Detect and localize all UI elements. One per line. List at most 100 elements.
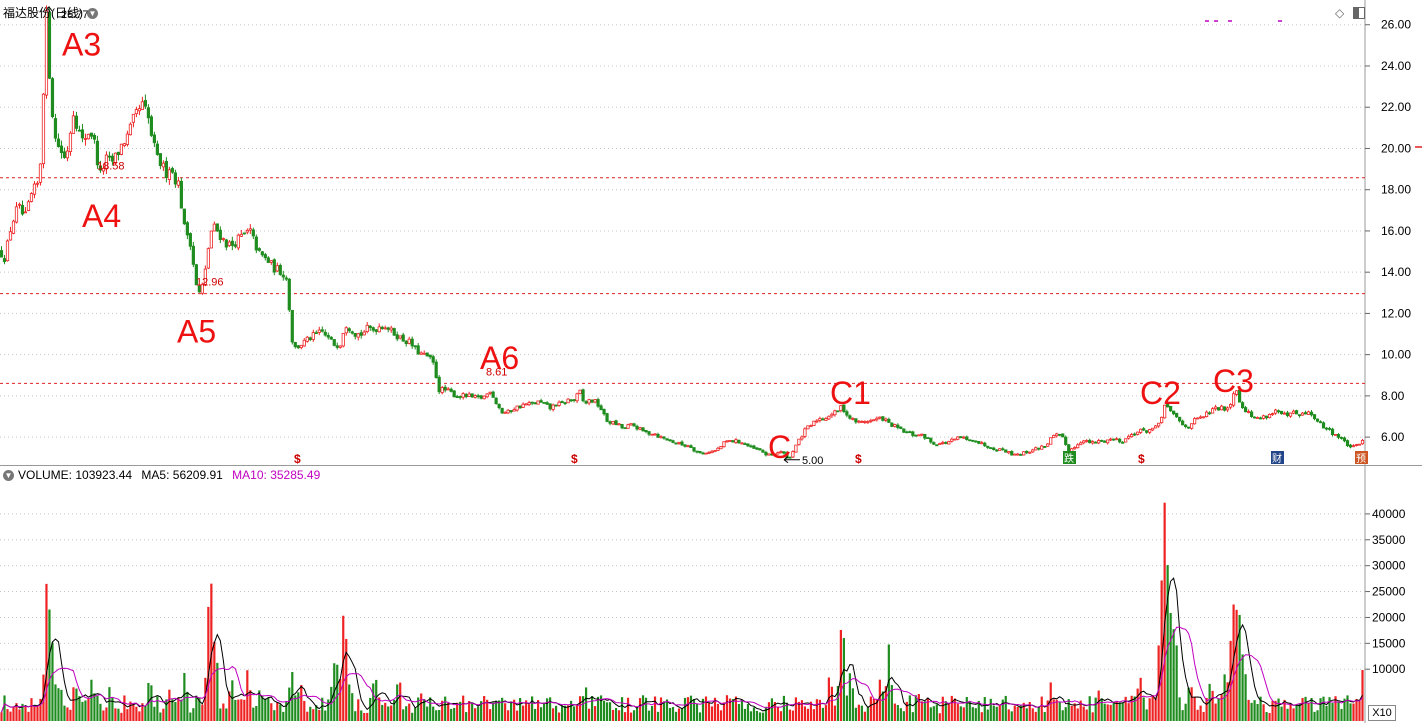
candle-body	[194, 264, 198, 286]
volume-bar	[683, 697, 687, 721]
volume-bar	[695, 703, 699, 721]
volume-bar	[599, 695, 603, 721]
volume-bar	[75, 688, 78, 721]
volume-header: ▼ VOLUME: 103923.44 MA5: 56209.91 MA10: 3…	[3, 468, 320, 482]
candle-body	[803, 428, 807, 437]
candle-body	[1261, 415, 1266, 419]
candle-body	[632, 423, 636, 427]
volume-chart[interactable]: 40000 35000 30000 25000 20000 15000 10000	[0, 466, 1422, 723]
candle-body	[1237, 389, 1242, 403]
candle-body	[485, 393, 489, 398]
volume-bar	[375, 679, 378, 721]
candle-body	[71, 115, 76, 134]
volume-panel[interactable]: 40000 35000 30000 25000 20000 15000 10000 ▼ VOL…	[0, 466, 1422, 723]
dividend-marker: $	[855, 452, 862, 466]
price-panel[interactable]: 26.00 24.00 22.00 20.00 18.00 16.00 14.00 12.00…	[0, 0, 1422, 466]
volume-bar	[986, 709, 989, 721]
candle-body	[185, 222, 189, 236]
volume-bar	[974, 708, 977, 721]
window-toggle-icon[interactable]	[1353, 7, 1365, 19]
chevron-down-icon[interactable]: ▼	[3, 470, 14, 482]
volume-bar	[1295, 704, 1298, 721]
price-chart[interactable]: 26.00 24.00 22.00 20.00 18.00 16.00 14.00 12.00…	[0, 0, 1422, 466]
volume-bar	[680, 708, 684, 721]
candle-body	[1324, 427, 1329, 430]
volume-bar	[1076, 708, 1079, 721]
volume-bar	[1088, 696, 1091, 721]
candle-body	[236, 234, 240, 249]
candle-body	[425, 352, 429, 357]
volume-bar	[285, 701, 288, 721]
volume-bar	[384, 702, 387, 721]
candle-body	[1166, 404, 1170, 408]
candle-body	[959, 436, 963, 439]
candle-body	[302, 339, 306, 347]
candle-body	[1175, 412, 1179, 418]
candle-body	[395, 334, 399, 340]
volume-bar	[815, 699, 819, 721]
volume-bar	[456, 702, 459, 721]
candle-body	[248, 228, 252, 231]
candle-body	[491, 391, 495, 398]
chevron-down-icon[interactable]: ▼	[87, 8, 98, 20]
candle-body	[800, 436, 804, 440]
volume-bar	[249, 690, 252, 721]
volume-bar	[743, 708, 747, 721]
candle-body	[1157, 422, 1161, 427]
annotation-a4: A4	[82, 198, 121, 234]
volume-bar	[339, 679, 342, 721]
volume-bar	[309, 706, 312, 721]
volume-bar	[27, 711, 30, 721]
diamond-icon[interactable]: ◇	[1335, 6, 1345, 20]
volume-bar	[806, 708, 810, 721]
candle-body	[1106, 439, 1110, 444]
volume-tick-label: 35000	[1372, 533, 1406, 547]
volume-bar	[171, 699, 174, 721]
zoom-button[interactable]: X10	[1368, 705, 1396, 721]
candle-body	[917, 434, 921, 437]
candle-body	[338, 345, 342, 348]
candle-body	[1202, 416, 1206, 419]
volume-bar	[1139, 677, 1142, 721]
candle-body	[383, 327, 387, 330]
volume-bar	[1085, 709, 1088, 721]
candle-body	[1285, 412, 1290, 417]
candle-body	[1181, 420, 1185, 426]
volume-bar	[81, 701, 84, 721]
volume-bar	[105, 707, 108, 721]
candle-body	[1205, 411, 1209, 418]
candle-body	[32, 183, 37, 195]
candle-body	[1049, 437, 1053, 445]
candle-body	[1118, 438, 1122, 443]
volume-bar	[1136, 688, 1139, 721]
candle-body	[488, 391, 492, 394]
volume-bar	[860, 705, 863, 721]
candle-body	[701, 452, 705, 455]
candle-body	[764, 451, 768, 456]
volume-bar	[1214, 703, 1217, 721]
candle-body	[1336, 434, 1341, 438]
candle-body	[566, 398, 570, 404]
candle-body	[617, 423, 621, 426]
candle-body	[770, 453, 774, 456]
volume-bar	[300, 685, 303, 721]
candle-body	[1088, 439, 1092, 444]
candle-body	[536, 400, 540, 405]
volume-tick-label: 20000	[1372, 610, 1406, 624]
volume-bar	[935, 704, 938, 721]
dividend-marker: $	[571, 452, 578, 466]
volume-bar	[1115, 701, 1118, 721]
volume-bar	[225, 708, 228, 721]
volume-bar	[1331, 703, 1334, 721]
volume-bar	[486, 699, 489, 721]
volume-bar	[800, 700, 804, 721]
volume-bar	[84, 700, 87, 721]
volume-bar	[267, 697, 270, 721]
volume-bar	[794, 697, 798, 721]
volume-bar	[566, 705, 570, 721]
candle-body	[1339, 437, 1344, 439]
candle-body	[1306, 411, 1311, 415]
candle-body	[353, 332, 357, 337]
candle-body	[1357, 443, 1362, 446]
candle-body	[599, 405, 603, 411]
